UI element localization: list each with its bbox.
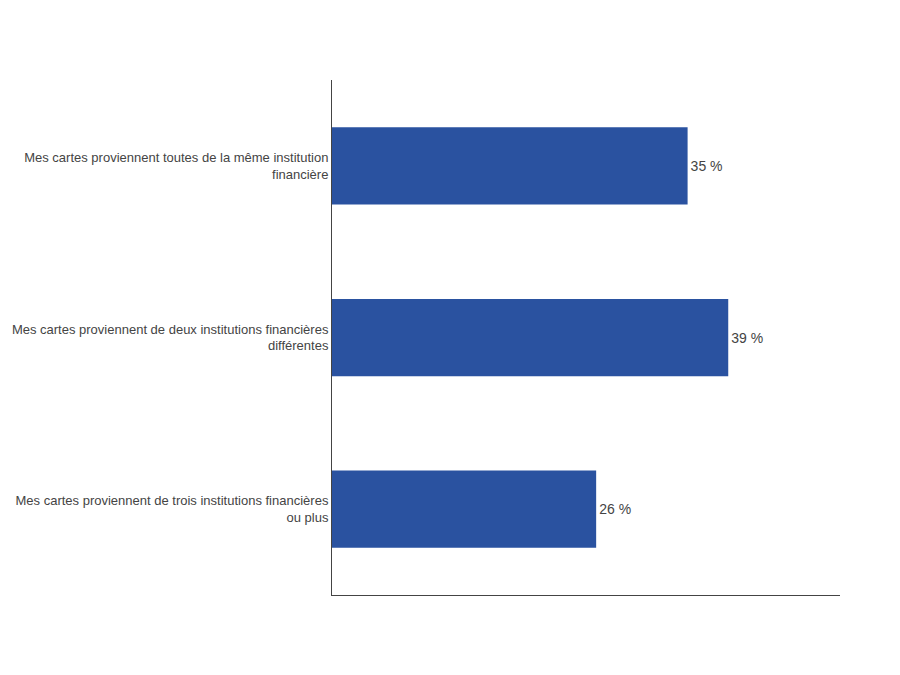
- svg-text:Mes cartes proviennent toutes: Mes cartes proviennent toutes de la même…: [24, 150, 328, 182]
- svg-text:Mes cartes proviennent de deux: Mes cartes proviennent de deux instituti…: [12, 322, 329, 354]
- svg-text:Mes cartes proviennent de troi: Mes cartes proviennent de trois institut…: [16, 493, 329, 525]
- svg-text:26 %: 26 %: [599, 501, 631, 517]
- svg-text:35 %: 35 %: [691, 158, 723, 174]
- svg-text:39 %: 39 %: [731, 330, 763, 346]
